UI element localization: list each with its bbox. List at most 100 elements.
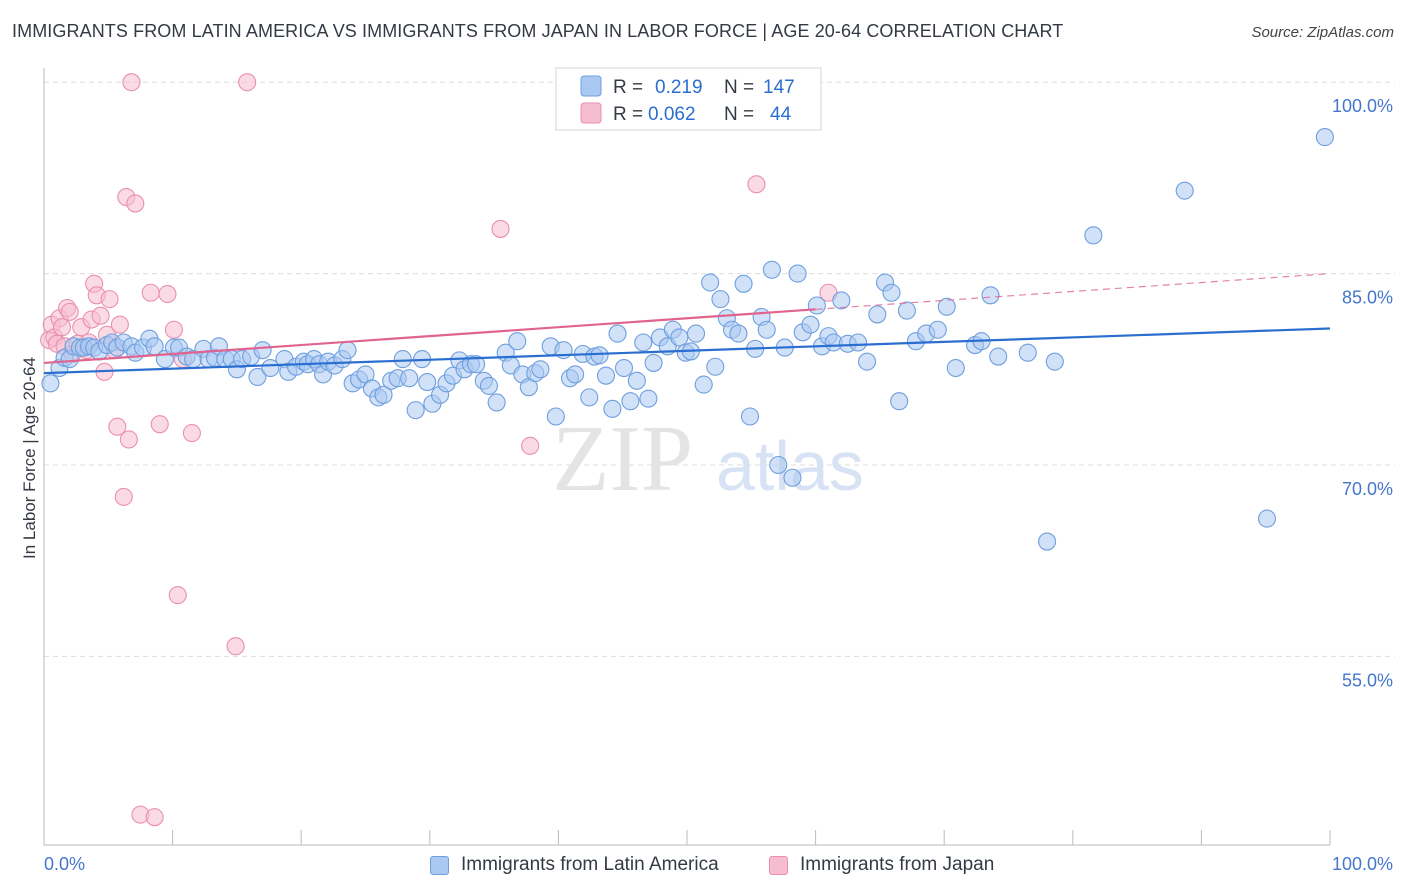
y-tick-label: 100.0%	[1332, 96, 1393, 116]
y-tick-label: 55.0%	[1342, 670, 1393, 690]
trend-line-latin-america	[43, 327, 1331, 375]
legend-swatch-japan	[769, 855, 788, 875]
latin-america-point	[467, 355, 486, 374]
latin-america-point	[1045, 352, 1064, 371]
latin-america-point	[740, 407, 760, 426]
legend-n-value-1: 147	[763, 77, 795, 98]
japan-point	[122, 73, 141, 92]
latin-america-point	[41, 374, 60, 393]
latin-america-point	[701, 273, 720, 292]
latin-america-point	[848, 333, 868, 352]
latin-america-point	[937, 297, 956, 316]
latin-america-point	[897, 301, 916, 320]
latin-america-point	[508, 332, 527, 351]
latin-america-point	[400, 369, 419, 388]
y-tick-labels: 55.0% 70.0% 85.0% 100.0%	[1332, 96, 1393, 690]
latin-america-point	[857, 352, 877, 371]
legend-swatch-pink	[580, 102, 602, 124]
latin-america-point	[374, 385, 393, 404]
latin-america-point	[596, 366, 616, 385]
latin-america-point	[711, 290, 730, 309]
latin-america-point	[248, 367, 267, 387]
y-axis-label: In Labor Force | Age 20-64	[20, 357, 39, 559]
legend-r-label-2: R =	[613, 104, 643, 125]
japan-point	[150, 415, 169, 434]
legend-label-latin-america: Immigrants from Latin America	[461, 854, 719, 875]
latin-america-point	[882, 283, 901, 302]
series-legend: Immigrants from Latin America Immigrants…	[0, 852, 1406, 878]
legend-swatch-blue	[580, 75, 602, 97]
japan-point	[91, 306, 110, 325]
latin-america-point	[788, 264, 807, 283]
latin-america-point	[868, 305, 887, 324]
japan-point	[60, 302, 79, 321]
legend-r-label-1: R =	[613, 77, 643, 98]
japan-point	[747, 175, 766, 194]
chart-title: IMMIGRANTS FROM LATIN AMERICA VS IMMIGRA…	[12, 21, 1064, 41]
latin-america-point	[981, 286, 1000, 305]
japan-point	[521, 436, 540, 455]
trend-line-japan-extension	[815, 273, 1331, 310]
latin-america-point	[783, 468, 802, 487]
latin-america-point	[531, 360, 550, 379]
axes	[43, 68, 1331, 846]
x-tick-label-min: 0.0%	[44, 854, 85, 874]
latin-america-point	[418, 373, 437, 392]
watermark-zip: ZIP	[552, 407, 693, 511]
latin-america-point	[706, 357, 725, 376]
japan-point	[52, 318, 72, 337]
latin-america-point	[989, 347, 1008, 366]
latin-america-point	[338, 341, 357, 360]
latin-america-point	[757, 320, 776, 339]
watermark: ZIP atlas	[552, 407, 864, 511]
latin-america-point	[627, 371, 646, 390]
latin-america-point	[946, 358, 965, 378]
japan-point	[145, 808, 164, 827]
latin-america-point	[487, 393, 506, 412]
legend-r-value-1: 0.219	[655, 77, 703, 98]
japan-point	[114, 487, 133, 506]
latin-america-point	[1084, 226, 1103, 245]
latin-america-point	[634, 333, 653, 352]
series-latin-america-points	[41, 128, 1334, 551]
japan-point	[108, 417, 127, 436]
latin-america-point	[807, 296, 826, 315]
latin-america-point	[734, 274, 753, 293]
latin-america-point	[603, 399, 622, 418]
japan-point	[126, 194, 145, 213]
trend-lines	[43, 273, 1331, 375]
legend-r-value-2: 0.062	[648, 104, 696, 125]
latin-america-point	[928, 320, 947, 339]
latin-america-point	[590, 346, 609, 365]
latin-america-point	[729, 324, 748, 343]
japan-point	[100, 290, 119, 309]
latin-america-point	[801, 315, 820, 334]
japan-point	[158, 284, 177, 304]
latin-america-point	[1038, 532, 1057, 551]
latin-america-point	[614, 358, 634, 378]
japan-point	[168, 586, 187, 605]
latin-america-point	[644, 353, 663, 372]
legend-item-latin-america: Immigrants from Latin America	[430, 852, 719, 878]
latin-america-point	[566, 365, 585, 384]
latin-america-point	[639, 389, 658, 408]
stats-legend: R = 0.219 N = 147 R = 0.062 N = 44	[555, 67, 822, 131]
legend-swatch-latin-america	[430, 855, 449, 875]
latin-america-point	[1175, 181, 1194, 200]
latin-america-point	[621, 392, 640, 411]
latin-america-point	[832, 291, 851, 310]
latin-america-point	[479, 376, 499, 395]
legend-n-label-1: N =	[724, 77, 754, 98]
latin-america-point	[261, 358, 280, 378]
japan-point	[119, 430, 138, 449]
legend-item-japan: Immigrants from Japan	[769, 852, 994, 878]
japan-point	[164, 320, 183, 339]
japan-point	[182, 424, 201, 443]
latin-america-point	[762, 260, 781, 279]
latin-america-point	[694, 375, 713, 394]
watermark-atlas: atlas	[716, 427, 864, 505]
x-tick-label-max: 100.0%	[1332, 854, 1393, 874]
legend-label-japan: Immigrants from Japan	[800, 854, 995, 875]
latin-america-point	[686, 324, 706, 343]
